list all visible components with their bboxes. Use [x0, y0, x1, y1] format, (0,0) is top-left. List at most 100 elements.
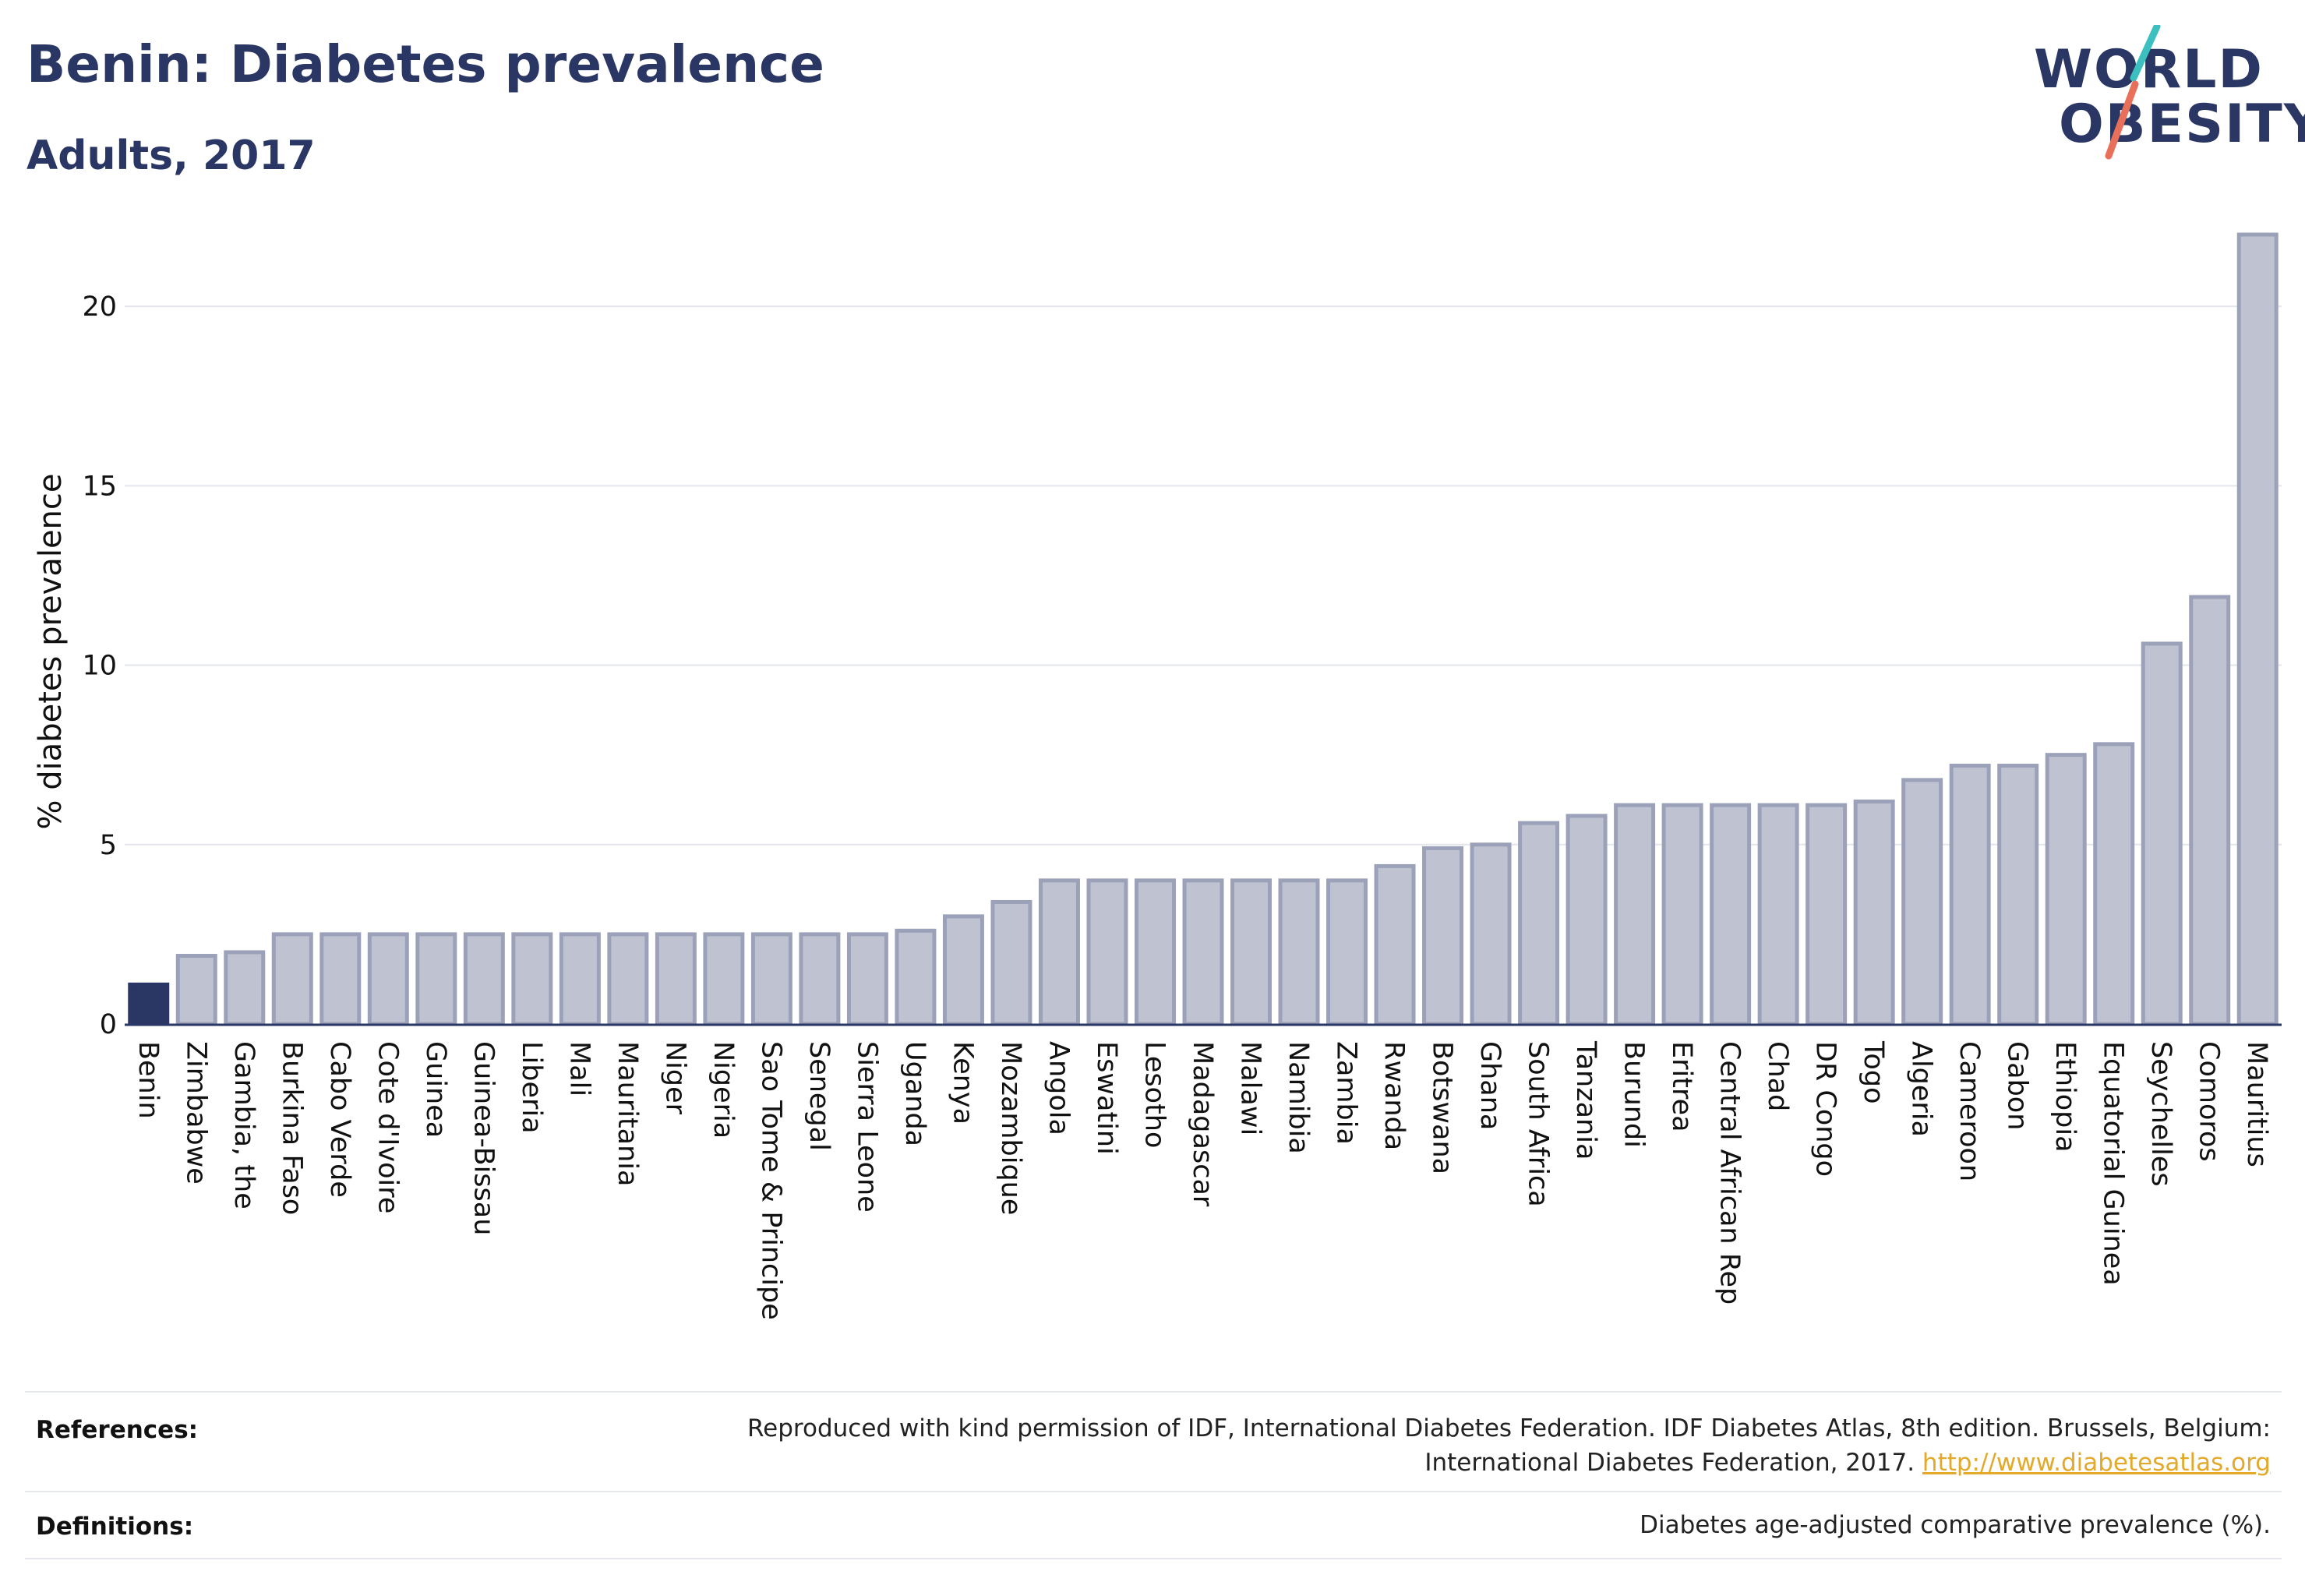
y-tick-label: 0 [100, 1009, 117, 1040]
x-tick-label: Eritrea [1666, 1041, 1697, 1132]
bar-cabo-verde [319, 932, 362, 1026]
bar-nigeria [703, 932, 745, 1026]
x-tick-label: Ethiopia [2049, 1041, 2081, 1153]
references-label: References: [36, 1416, 199, 1444]
bar-ethiopia [2045, 753, 2087, 1026]
x-tick-label: Guinea [420, 1041, 451, 1138]
y-tick-label: 20 [82, 291, 117, 323]
bar-namibia [1278, 878, 1320, 1026]
bar-botswana [1422, 846, 1464, 1026]
bar-zambia [1326, 878, 1368, 1026]
bar-seychelles [2141, 641, 2183, 1026]
x-tick-label: Algeria [1906, 1041, 1937, 1137]
x-tick-label: Senegal [803, 1041, 835, 1151]
x-tick-label: DR Congo [1810, 1041, 1841, 1177]
definitions-text: Diabetes age-adjusted comparative preval… [1640, 1511, 2271, 1539]
x-tick-label: Gabon [2002, 1041, 2033, 1130]
bar-mauritius [2236, 232, 2279, 1026]
x-tick-label: Liberia [516, 1041, 547, 1134]
x-tick-label: Gambia, the [228, 1041, 259, 1209]
bar-eritrea [1661, 803, 1703, 1026]
x-tick-label: Zimbabwe [180, 1041, 211, 1185]
y-tick-label: 5 [100, 830, 117, 861]
x-tick-label: Tanzania [1570, 1040, 1601, 1160]
x-tick-label: Guinea-Bissau [468, 1041, 499, 1235]
bar-gabon [1997, 763, 2039, 1026]
bar-burkina-faso [271, 932, 313, 1026]
definitions-label: Definitions: [36, 1513, 194, 1541]
bar-chart: 0 5 10 15 20 Benin Zimbabwe Gambia, the Burkina… [33, 232, 2282, 1320]
references-line-2: International Diabetes Federation, 2017. [1424, 1449, 1915, 1477]
bar-guinea-bissau [463, 932, 505, 1026]
x-tick-label: Sierra Leone [851, 1041, 882, 1213]
bar-rwanda [1374, 863, 1416, 1026]
bars [128, 232, 2279, 1026]
definitions-row: Definitions: Diabetes age-adjusted compa… [25, 1491, 2282, 1559]
bar-cote-d-ivoire [367, 932, 409, 1026]
x-tick-label: Namibia [1283, 1041, 1314, 1154]
x-tick-label: Burundi [1618, 1041, 1650, 1148]
y-axis-ticks: 0 5 10 15 20 [82, 291, 117, 1040]
x-tick-label: Angola [1043, 1041, 1074, 1135]
bar-uganda [895, 928, 937, 1026]
x-tick-label: Cabo Verde [324, 1041, 355, 1198]
x-tick-label: Ghana [1474, 1041, 1505, 1130]
bar-south-africa [1518, 821, 1560, 1026]
bar-mauritania [607, 932, 649, 1026]
x-tick-label: Sao Tome & Principe [755, 1041, 786, 1320]
logo-slash-icon [2105, 25, 2161, 160]
bar-gambia-the [224, 950, 266, 1026]
bar-mali [559, 932, 601, 1026]
x-tick-label: Rwanda [1378, 1041, 1410, 1150]
x-tick-label: Mozambique [995, 1041, 1026, 1215]
chart-title: Benin: Diabetes prevalence [26, 34, 824, 94]
x-tick-label: Burkina Faso [276, 1041, 307, 1215]
bar-chad [1757, 803, 1799, 1026]
bar-sierra-leone [846, 932, 888, 1026]
bar-zimbabwe [175, 954, 217, 1026]
bar-tanzania [1565, 814, 1608, 1026]
x-tick-label: Malawi [1235, 1041, 1266, 1135]
x-axis-labels: Benin Zimbabwe Gambia, the Burkina Faso Cabo… [132, 1040, 2272, 1320]
x-tick-label: Chad [1762, 1041, 1793, 1111]
bar-burundi [1614, 803, 1656, 1026]
bar-mozambique [990, 899, 1032, 1026]
bar-cameroon [1949, 763, 1991, 1026]
x-tick-label: Cameroon [1954, 1041, 1985, 1181]
x-tick-label: Central African Rep [1714, 1041, 1746, 1305]
x-tick-label: Kenya [947, 1041, 978, 1125]
x-tick-label: Equatorial Guinea [2098, 1041, 2129, 1286]
bar-senegal [799, 932, 841, 1026]
y-tick-label: 10 [82, 651, 117, 682]
logo-line-2: OBESITY [2059, 94, 2305, 155]
x-tick-label: Togo [1858, 1040, 1889, 1103]
bar-togo [1853, 800, 1895, 1026]
y-tick-label: 15 [82, 471, 117, 502]
bar-dr-congo [1806, 803, 1848, 1026]
bar-sao-tome-principe [750, 932, 792, 1026]
bar-algeria [1901, 778, 1943, 1026]
x-tick-label: Madagascar [1187, 1041, 1218, 1207]
bar-guinea [415, 932, 457, 1026]
bar-niger [655, 932, 697, 1026]
chart-subtitle: Adults, 2017 [26, 132, 316, 179]
bar-kenya [942, 914, 984, 1026]
bar-eswatini [1086, 878, 1128, 1026]
references-row: References: Reproduced with kind permiss… [25, 1391, 2282, 1492]
bar-ghana [1470, 842, 1512, 1026]
x-tick-label: Mali [563, 1041, 595, 1096]
diabetesatlas-link[interactable]: http://www.diabetesatlas.org [1922, 1449, 2271, 1477]
x-tick-label: Seychelles [2145, 1041, 2176, 1187]
x-tick-label: Benin [132, 1041, 164, 1119]
bar-liberia [511, 932, 553, 1026]
y-axis-label: % diabetes prevalence [33, 473, 69, 829]
bar-central-african-rep [1710, 803, 1752, 1026]
x-tick-label: Cote d'Ivoire [372, 1041, 403, 1213]
x-tick-label: Botswana [1427, 1041, 1458, 1174]
x-tick-label: Mauritania [612, 1041, 643, 1186]
references-text: Reproduced with kind permission of IDF, … [747, 1411, 2271, 1480]
bar-comoros [2189, 595, 2231, 1026]
references-line-1: Reproduced with kind permission of IDF, … [747, 1414, 2271, 1442]
x-tick-label: Lesotho [1138, 1041, 1170, 1148]
x-tick-label: Niger [659, 1041, 690, 1115]
